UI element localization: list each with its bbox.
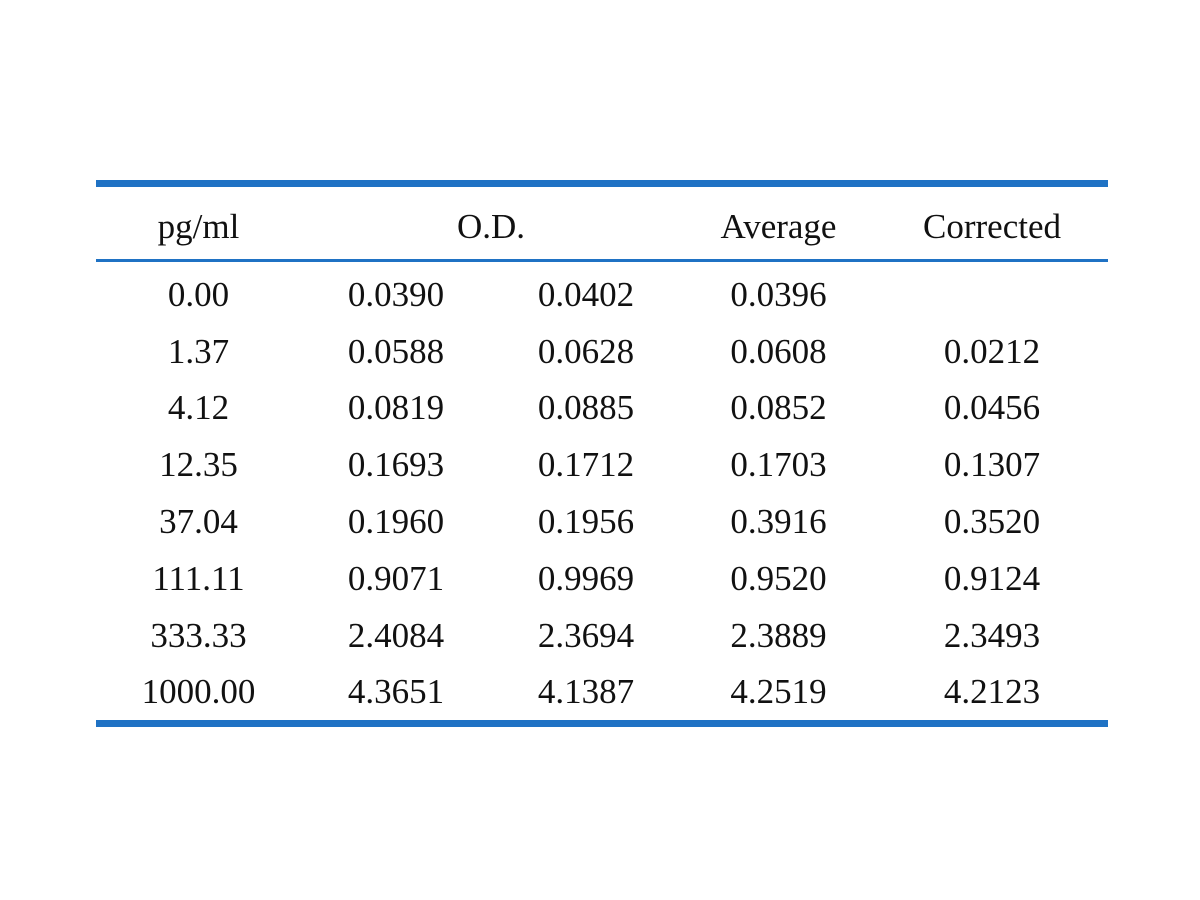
cell-average: 0.1703 xyxy=(730,445,827,485)
header-pg-ml: pg/ml xyxy=(157,206,240,246)
table-row: 0.00 0.0390 0.0402 0.0396 xyxy=(96,262,1108,323)
cell-pg-ml: 333.33 xyxy=(150,615,247,655)
cell-od-2: 0.9969 xyxy=(537,558,635,598)
cell-average: 0.3916 xyxy=(730,502,827,542)
header-rule xyxy=(96,259,1108,262)
cell-od-2: 4.1387 xyxy=(537,672,635,712)
cell-od-2: 0.0402 xyxy=(537,274,635,314)
bottom-rule xyxy=(96,720,1108,728)
cell-corrected: 0.3520 xyxy=(943,502,1041,542)
cell-od-1: 0.1693 xyxy=(347,445,445,485)
cell-pg-ml: 4.12 xyxy=(167,388,230,428)
top-rule xyxy=(96,180,1108,187)
cell-pg-ml: 12.35 xyxy=(159,445,238,485)
data-table: pg/ml O.D. Average Corrected 0.00 0.0390… xyxy=(96,180,1108,728)
table-row: 111.11 0.9071 0.9969 0.9520 0.9124 xyxy=(96,550,1108,607)
cell-od-1: 0.0588 xyxy=(347,331,445,371)
cell-corrected: 2.3493 xyxy=(943,615,1041,655)
cell-od-1: 0.1960 xyxy=(347,502,445,542)
standard-curve-table: pg/ml O.D. Average Corrected xyxy=(96,187,1108,259)
cell-pg-ml: 1000.00 xyxy=(141,672,256,712)
cell-od-1: 0.9071 xyxy=(347,558,445,598)
table-row: 37.04 0.1960 0.1956 0.3916 0.3520 xyxy=(96,493,1108,550)
header-corrected: Corrected xyxy=(923,206,1061,246)
cell-average: 0.9520 xyxy=(730,558,827,598)
cell-average: 0.0608 xyxy=(730,331,827,371)
table-row: 1000.00 4.3651 4.1387 4.2519 4.2123 xyxy=(96,664,1108,721)
cell-od-2: 2.3694 xyxy=(537,615,635,655)
cell-od-2: 0.1956 xyxy=(537,502,635,542)
table-row: 4.12 0.0819 0.0885 0.0852 0.0456 xyxy=(96,380,1108,437)
cell-average: 0.0396 xyxy=(730,274,827,314)
table-header: pg/ml O.D. Average Corrected xyxy=(96,187,1108,259)
cell-corrected: 0.9124 xyxy=(943,558,1041,598)
cell-corrected: 4.2123 xyxy=(943,672,1041,712)
table-row: 1.37 0.0588 0.0628 0.0608 0.0212 xyxy=(96,323,1108,380)
cell-od-1: 2.4084 xyxy=(347,615,445,655)
cell-pg-ml: 111.11 xyxy=(152,558,245,598)
table-row: 12.35 0.1693 0.1712 0.1703 0.1307 xyxy=(96,436,1108,493)
standard-curve-body: 0.00 0.0390 0.0402 0.0396 1.37 0.0588 0.… xyxy=(96,262,1108,720)
cell-od-2: 0.1712 xyxy=(537,445,635,485)
cell-average: 2.3889 xyxy=(730,615,827,655)
cell-pg-ml: 37.04 xyxy=(159,502,238,542)
header-od: O.D. xyxy=(456,206,526,246)
table-row: 333.33 2.4084 2.3694 2.3889 2.3493 xyxy=(96,607,1108,664)
cell-od-2: 0.0885 xyxy=(537,388,635,428)
cell-od-1: 0.0390 xyxy=(347,274,445,314)
cell-od-1: 4.3651 xyxy=(347,672,445,712)
cell-corrected: 0.0212 xyxy=(943,331,1041,371)
cell-average: 4.2519 xyxy=(730,672,827,712)
cell-pg-ml: 1.37 xyxy=(167,331,230,371)
cell-od-2: 0.0628 xyxy=(537,331,635,371)
cell-corrected xyxy=(876,262,1108,323)
cell-od-1: 0.0819 xyxy=(347,388,445,428)
cell-corrected: 0.0456 xyxy=(943,388,1041,428)
header-row: pg/ml O.D. Average Corrected xyxy=(96,187,1108,259)
cell-pg-ml: 0.00 xyxy=(167,274,230,314)
cell-average: 0.0852 xyxy=(730,388,827,428)
header-average: Average xyxy=(720,206,837,246)
cell-corrected: 0.1307 xyxy=(943,445,1041,485)
